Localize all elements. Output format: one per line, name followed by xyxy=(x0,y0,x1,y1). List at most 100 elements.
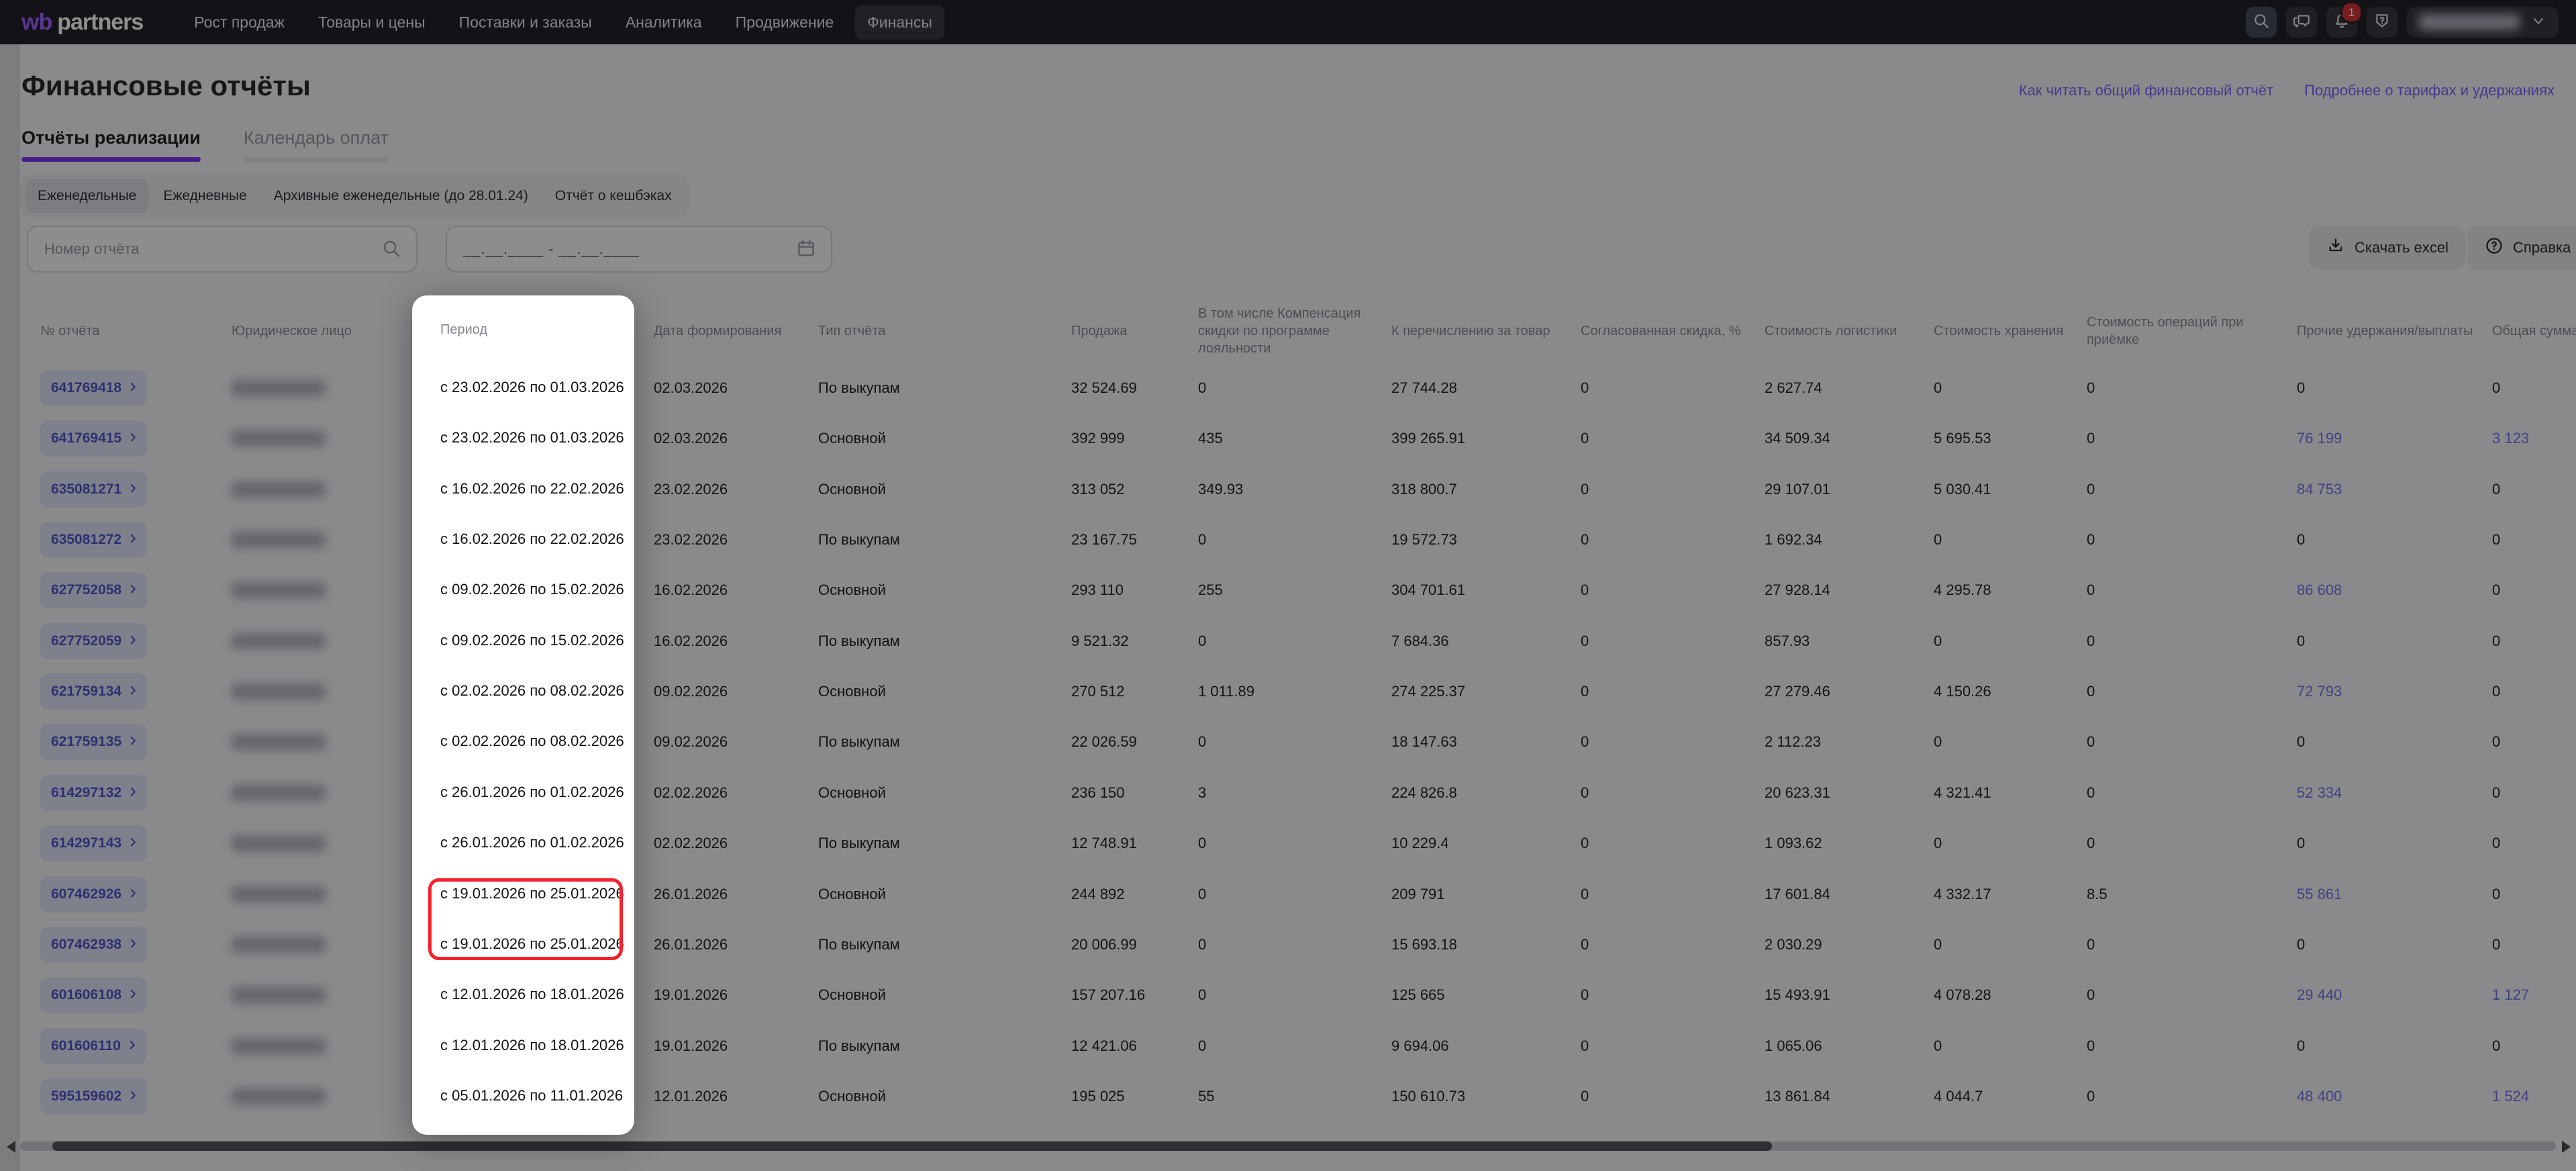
report-number-cell: 607462926 › xyxy=(40,869,232,919)
chip-2[interactable]: Ежедневные xyxy=(163,188,247,203)
period-value: с 16.02.2026 по 22.02.2026 xyxy=(440,480,624,497)
report-number-pill[interactable]: 641769418 › xyxy=(40,369,148,406)
tab-payment-calendar[interactable]: Календарь оплат xyxy=(243,128,389,162)
report-number-cell: 607462938 › xyxy=(40,919,232,970)
report-number-pill[interactable]: 635081271 › xyxy=(40,471,148,508)
nav-item-2[interactable]: Товары и цены xyxy=(317,13,426,31)
tariffs-details-link[interactable]: Подробнее о тарифах и удержаниях xyxy=(2304,82,2555,99)
help-shield-button[interactable] xyxy=(2367,7,2397,38)
report-number-pill[interactable]: 621759135 › xyxy=(40,723,148,760)
formation-date-cell: 23.02.2026 xyxy=(654,530,728,548)
search-button[interactable] xyxy=(2246,7,2277,38)
loyalty-compensation-cell: 0 xyxy=(1198,935,1207,953)
legal-entity-blurred xyxy=(232,1088,326,1105)
report-number-pill[interactable]: 621759134 › xyxy=(40,673,148,710)
report-number-pill[interactable]: 601606110 › xyxy=(40,1027,146,1064)
table-row: 601606108 › 19.01.2026 Основной 157 207.16 0 1… xyxy=(0,970,2576,1020)
report-number-pill[interactable]: 607462926 › xyxy=(40,876,148,912)
other-deductions-payouts-cell[interactable]: 29 440 xyxy=(2297,986,2342,1003)
col-header-acceptance-operations-cost: Стоимость операций при приёмке xyxy=(2087,315,2244,347)
other-deductions-payouts-cell[interactable]: 55 861 xyxy=(2297,885,2342,902)
legal-entity-cell xyxy=(232,767,409,818)
date-range-input[interactable] xyxy=(447,227,831,271)
report-number-pill[interactable]: 595159602 › xyxy=(40,1078,148,1115)
report-type-cell: Основной xyxy=(818,429,886,447)
total-amount-cell[interactable]: 1 127 xyxy=(2492,986,2530,1003)
messages-button[interactable] xyxy=(2286,7,2317,38)
report-number-input[interactable] xyxy=(28,227,416,271)
report-number-text: 607462938 xyxy=(51,936,122,952)
legal-entity-cell xyxy=(232,1021,409,1071)
other-deductions-payouts-cell[interactable]: 52 334 xyxy=(2297,784,2342,801)
other-deductions-payouts-cell[interactable]: 76 199 xyxy=(2297,429,2342,447)
chip-3[interactable]: Архивные еженедельные (до 28.01.24) xyxy=(273,188,528,203)
other-deductions-payouts-cell[interactable]: 84 753 xyxy=(2297,480,2342,498)
formation-date-cell: 02.03.2026 xyxy=(654,429,728,447)
report-number-text: 641769418 xyxy=(51,379,122,395)
loyalty-compensation-cell: 1 011.89 xyxy=(1198,682,1255,700)
notifications-button[interactable]: 1 xyxy=(2326,1,2363,38)
chip-4[interactable]: Отчёт о кешбэках xyxy=(554,188,672,203)
report-number-pill[interactable]: 627752058 › xyxy=(40,571,148,608)
search-input-icon xyxy=(381,238,401,262)
report-type-cell: Основной xyxy=(818,480,886,498)
report-number-pill[interactable]: 614297143 › xyxy=(40,825,148,861)
loyalty-compensation-cell: 435 xyxy=(1198,429,1223,447)
horizontal-scrollbar-thumb[interactable] xyxy=(52,1141,1772,1151)
report-number-pill[interactable]: 635081272 › xyxy=(40,521,148,558)
report-type-cell: По выкупам xyxy=(818,379,900,396)
other-deductions-payouts-cell[interactable]: 86 608 xyxy=(2297,581,2342,598)
help-button[interactable]: Справка xyxy=(2467,226,2576,270)
wb-partners-logo[interactable]: wb partners xyxy=(21,9,144,36)
horizontal-scrollbar-track[interactable] xyxy=(20,1141,2556,1151)
formation-date-cell: 09.02.2026 xyxy=(654,733,728,750)
nav-item-3[interactable]: Поставки и заказы xyxy=(458,13,592,31)
nav-item-1[interactable]: Рост продаж xyxy=(194,13,285,31)
scroll-left-arrow[interactable] xyxy=(7,1141,15,1153)
total-amount-cell[interactable]: 3 123 xyxy=(2492,429,2530,447)
report-number-cell: 621759134 › xyxy=(40,666,232,716)
red-highlight-box xyxy=(428,878,623,960)
table-row: 614297132 › 02.02.2026 Основной 236 150 3 224 … xyxy=(0,767,2576,818)
report-number-pill[interactable]: 601606108 › xyxy=(40,976,148,1013)
report-number-text: 601606110 xyxy=(51,1037,121,1053)
how-to-read-report-link[interactable]: Как читать общий финансовый отчёт xyxy=(2018,82,2274,99)
report-number-pill[interactable]: 614297132 › xyxy=(40,774,148,811)
download-icon xyxy=(2326,236,2345,259)
logistics-cost-cell: 29 107.01 xyxy=(1765,480,1830,498)
col-header-legal-entity: Юридическое лицо xyxy=(232,324,352,338)
report-number-pill[interactable]: 641769415 › xyxy=(40,420,148,457)
sales-cell: 157 207.16 xyxy=(1071,986,1146,1003)
col-header-other-deductions-payouts: Прочие удержания/выплаты xyxy=(2297,324,2473,338)
logistics-cost-cell: 34 509.34 xyxy=(1765,429,1830,447)
report-type-cell: Основной xyxy=(818,1087,886,1105)
other-deductions-payouts-cell[interactable]: 72 793 xyxy=(2297,682,2342,700)
legal-entity-cell xyxy=(232,514,409,565)
chip-1[interactable]: Еженедельные xyxy=(26,179,149,213)
download-excel-button[interactable]: Скачать excel xyxy=(2309,226,2466,270)
report-type-cell: По выкупам xyxy=(818,733,900,750)
acceptance-operations-cost-cell: 0 xyxy=(2087,581,2095,598)
sales-cell: 32 524.69 xyxy=(1071,379,1137,396)
storage-cost-cell: 0 xyxy=(1934,379,1942,396)
nav-item-4[interactable]: Аналитика xyxy=(625,13,702,31)
report-type-cell: Основной xyxy=(818,784,886,801)
logistics-cost-cell: 1 692.34 xyxy=(1765,530,1822,548)
scroll-right-arrow[interactable] xyxy=(2562,1141,2571,1153)
sales-cell: 23 167.75 xyxy=(1071,530,1137,548)
help-label: Справка xyxy=(2513,239,2571,256)
account-menu[interactable] xyxy=(2407,7,2559,38)
date-range-picker[interactable] xyxy=(446,226,832,273)
nav-item-6[interactable]: Финансы xyxy=(855,5,944,40)
loyalty-compensation-cell: 0 xyxy=(1198,733,1207,750)
logo-wb: wb xyxy=(21,9,52,35)
total-amount-cell: 0 xyxy=(2492,1037,2501,1054)
report-number-pill[interactable]: 607462938 › xyxy=(40,926,148,963)
legal-entity-blurred xyxy=(232,531,326,548)
tab-sales-reports[interactable]: Отчёты реализации xyxy=(21,128,201,162)
total-amount-cell[interactable]: 1 524 xyxy=(2492,1087,2530,1105)
report-number-search[interactable] xyxy=(27,226,417,273)
report-number-pill[interactable]: 627752059 › xyxy=(40,622,148,659)
nav-item-5[interactable]: Продвижение xyxy=(735,13,834,31)
other-deductions-payouts-cell[interactable]: 48 400 xyxy=(2297,1087,2342,1105)
